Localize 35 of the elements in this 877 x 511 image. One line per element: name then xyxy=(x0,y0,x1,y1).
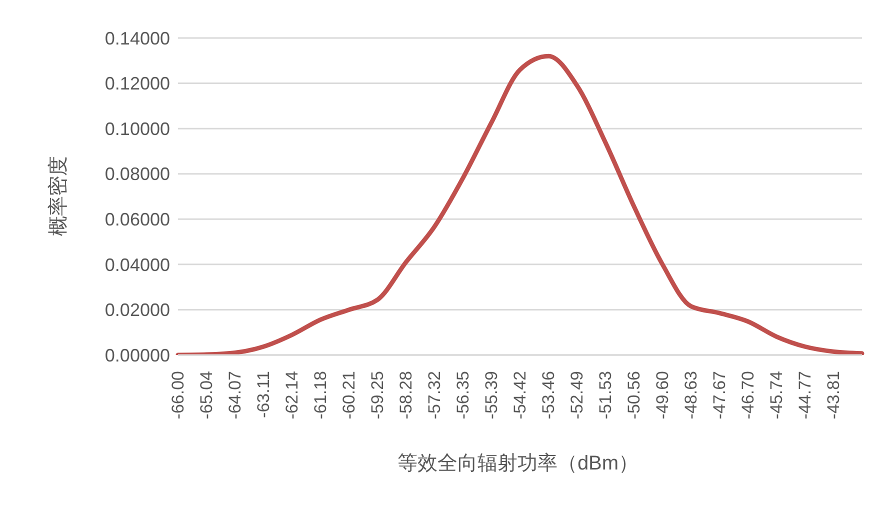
y-tick-label: 0.12000 xyxy=(104,74,170,94)
x-tick-label: -45.74 xyxy=(767,371,786,420)
y-tick-label: 0.06000 xyxy=(104,210,170,230)
x-tick-label: -44.77 xyxy=(796,371,814,420)
x-tick-label: -64.07 xyxy=(226,371,244,420)
x-tick-label: -62.14 xyxy=(282,371,302,420)
x-tick-label: -55.39 xyxy=(482,371,501,420)
y-tick-label: 0.08000 xyxy=(104,164,170,184)
x-tick-label: -47.67 xyxy=(710,371,729,420)
y-tick-label: 0.00000 xyxy=(104,345,170,366)
y-tick-label: 0.10000 xyxy=(104,118,170,139)
y-tick-label: 0.14000 xyxy=(104,28,170,48)
line-series xyxy=(176,54,864,355)
x-tick-label: -49.60 xyxy=(653,371,672,420)
y-axis-title: 概率密度 xyxy=(46,156,70,236)
x-tick-label: -53.46 xyxy=(539,371,558,420)
x-tick-label: -46.70 xyxy=(738,371,758,420)
x-tick-label: -43.81 xyxy=(824,371,843,420)
x-tick-label: -48.63 xyxy=(682,371,700,420)
x-tick-label: -61.18 xyxy=(311,371,330,420)
x-tick-label: -56.35 xyxy=(454,371,472,420)
x-tick-label: -50.56 xyxy=(624,371,644,420)
x-tick-label: -51.53 xyxy=(596,371,615,420)
x-tick-label: -66.00 xyxy=(168,371,188,420)
x-tick-label: -52.49 xyxy=(568,371,586,420)
x-tick-label: -65.04 xyxy=(197,371,216,420)
x-tick-label: -54.42 xyxy=(510,371,530,420)
y-tick-label: 0.04000 xyxy=(104,254,170,275)
x-tick-label: -60.21 xyxy=(340,371,358,420)
x-tick-label: -59.25 xyxy=(368,371,387,420)
x-tick-label: -57.32 xyxy=(425,371,444,420)
y-tick-label: 0.02000 xyxy=(104,300,170,320)
x-tick-label: -63.11 xyxy=(254,371,273,418)
x-axis-title: 等效全向辐射功率（dBm） xyxy=(397,452,639,476)
x-tick-label: -58.28 xyxy=(396,371,416,420)
